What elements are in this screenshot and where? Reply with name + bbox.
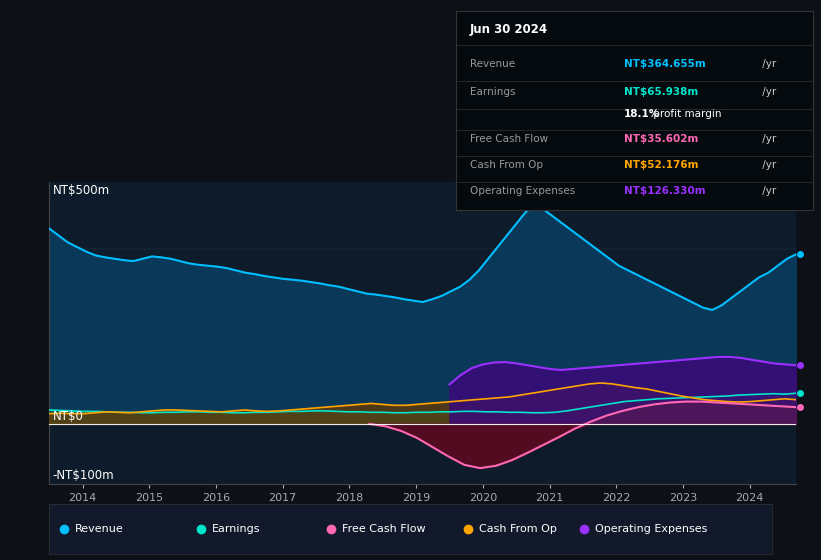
Text: profit margin: profit margin [650,109,722,119]
Text: NT$126.330m: NT$126.330m [623,186,705,196]
Text: Operating Expenses: Operating Expenses [594,524,707,534]
Text: NT$500m: NT$500m [53,184,110,197]
Text: 18.1%: 18.1% [623,109,660,119]
Text: Cash From Op: Cash From Op [470,160,543,170]
Text: Earnings: Earnings [470,87,516,97]
Text: /yr: /yr [759,186,777,196]
Text: NT$364.655m: NT$364.655m [623,59,705,69]
Text: Jun 30 2024: Jun 30 2024 [470,23,548,36]
Text: /yr: /yr [759,87,777,97]
Text: Free Cash Flow: Free Cash Flow [470,134,548,144]
Text: NT$0: NT$0 [53,409,84,423]
Text: Revenue: Revenue [75,524,123,534]
Text: NT$65.938m: NT$65.938m [623,87,698,97]
Text: NT$52.176m: NT$52.176m [623,160,698,170]
Text: Operating Expenses: Operating Expenses [470,186,576,196]
Text: Earnings: Earnings [212,524,260,534]
Text: Revenue: Revenue [470,59,515,69]
Text: -NT$100m: -NT$100m [53,469,114,482]
Text: NT$35.602m: NT$35.602m [623,134,698,144]
Text: /yr: /yr [759,59,777,69]
Text: Free Cash Flow: Free Cash Flow [342,524,425,534]
Text: /yr: /yr [759,134,777,144]
Text: Cash From Op: Cash From Op [479,524,557,534]
Text: /yr: /yr [759,160,777,170]
